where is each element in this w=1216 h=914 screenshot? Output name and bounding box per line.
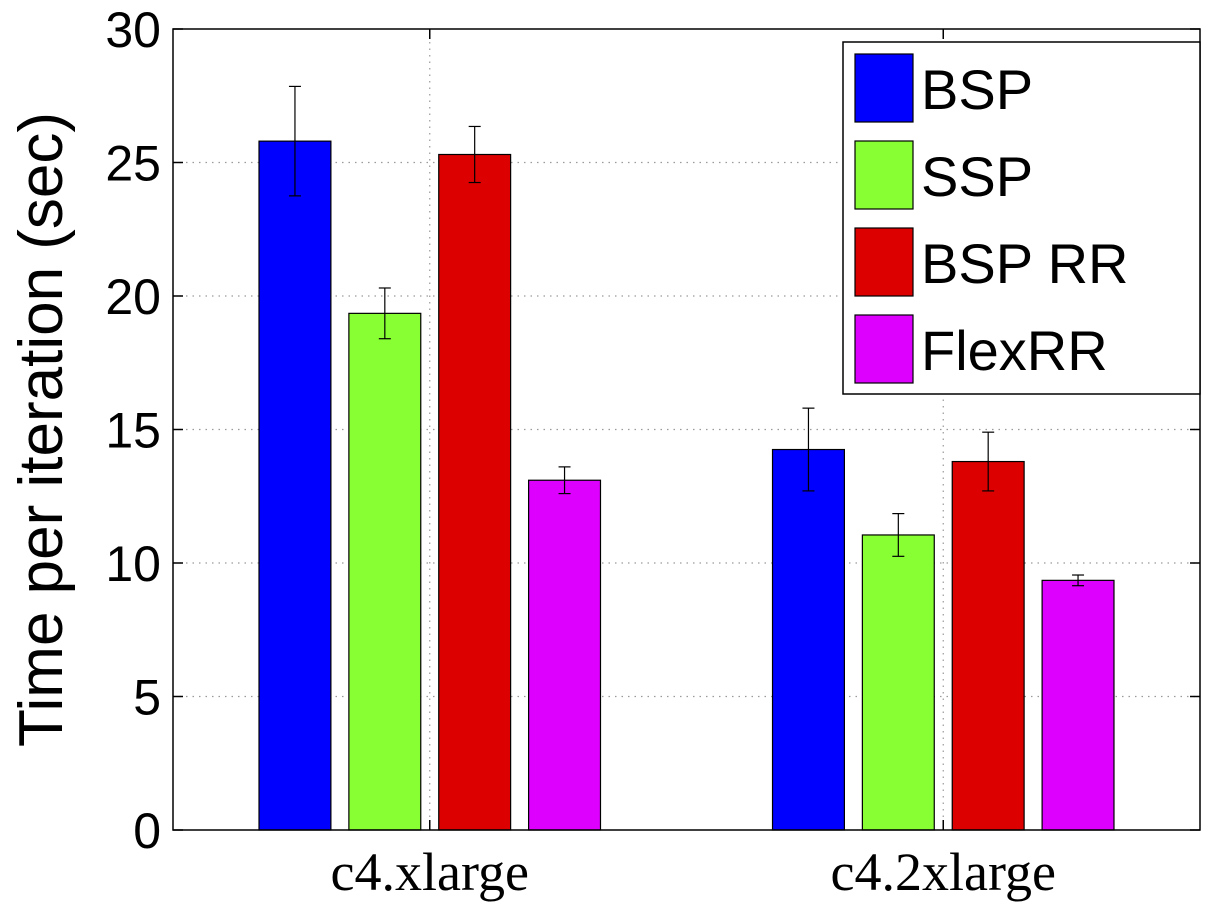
- bar: [348, 312, 422, 831]
- y-tick-label: 5: [133, 670, 161, 726]
- legend-label: FlexRR: [921, 319, 1108, 382]
- y-tick-label: 15: [105, 403, 161, 459]
- bar: [438, 153, 512, 831]
- legend-label: BSP RR: [921, 232, 1128, 295]
- legend-swatch: [854, 53, 914, 123]
- y-tick-label: 20: [105, 269, 161, 325]
- legend-swatch: [854, 227, 914, 297]
- x-tick-label: c4.2xlarge: [831, 842, 1056, 902]
- y-tick-label: 30: [105, 2, 161, 58]
- x-tick-label: c4.xlarge: [331, 842, 529, 902]
- bar: [1041, 579, 1115, 831]
- x-axis-ticks: c4.xlarge c4.2xlarge: [331, 29, 1056, 902]
- y-axis-label: Time per iteration (sec): [7, 112, 76, 747]
- legend-swatch: [854, 140, 914, 210]
- y-tick-label: 0: [133, 803, 161, 859]
- bar: [861, 534, 935, 831]
- bar: [258, 140, 332, 831]
- bar: [771, 448, 846, 831]
- grid-lines: [173, 29, 1200, 830]
- y-tick-label: 25: [105, 136, 161, 192]
- y-axis-ticks: 0 5 10 15 20 25 30: [105, 2, 1200, 859]
- legend-swatch: [854, 314, 914, 384]
- legend-label: SSP: [921, 145, 1033, 208]
- legend: BSP SSP BSP RR FlexRR: [842, 41, 1201, 395]
- legend-label: BSP: [921, 58, 1033, 121]
- bar: [527, 479, 602, 831]
- y-tick-label: 10: [105, 536, 161, 592]
- bar: [951, 460, 1025, 831]
- error-bars: [288, 85, 1085, 587]
